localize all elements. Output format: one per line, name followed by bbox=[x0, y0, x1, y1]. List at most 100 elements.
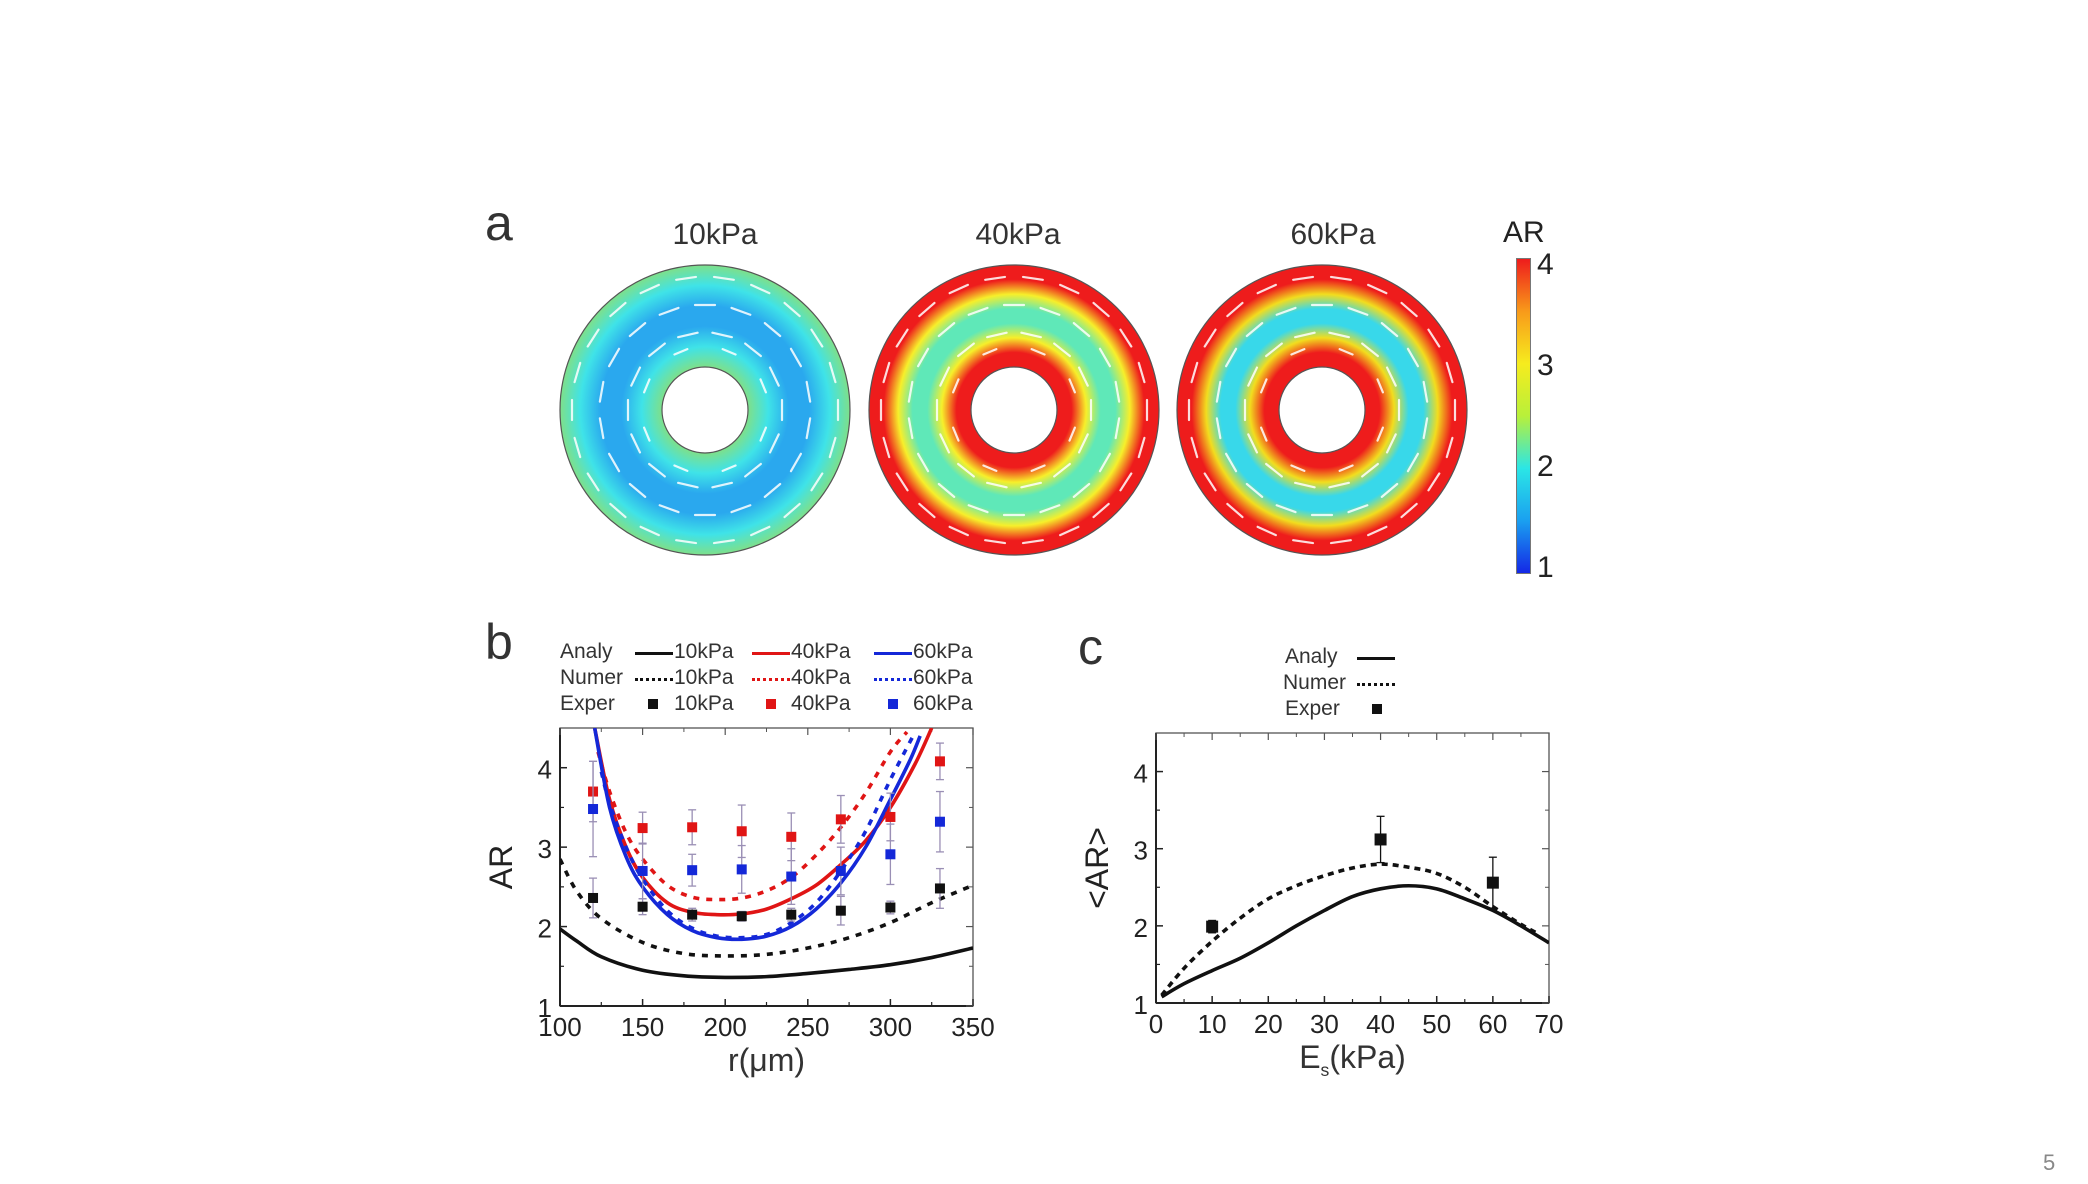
orientation-dash bbox=[1361, 342, 1379, 358]
legend-b-exper-60-label: 60kPa bbox=[913, 692, 973, 715]
orientation-dash bbox=[1059, 525, 1080, 537]
orientation-dash bbox=[1329, 275, 1352, 281]
orientation-dash bbox=[984, 539, 1007, 545]
orientation-dash bbox=[763, 482, 782, 498]
orientation-dash bbox=[744, 342, 762, 358]
orientation-dash bbox=[1347, 504, 1369, 514]
orientation-dash bbox=[1092, 301, 1110, 318]
orientation-dash bbox=[1039, 504, 1061, 514]
orientation-dash bbox=[711, 331, 733, 339]
orientation-dash bbox=[1020, 481, 1042, 489]
orientation-dash bbox=[957, 342, 975, 358]
orientation-dash bbox=[658, 504, 680, 514]
exper-40kpa-point bbox=[687, 822, 698, 833]
x-tick-label: 20 bbox=[1254, 1009, 1283, 1039]
x-axis-label: Es(kPa) bbox=[1299, 1039, 1406, 1080]
orientation-dash bbox=[1367, 525, 1388, 537]
orientation-dash bbox=[607, 347, 621, 368]
orientation-dash bbox=[573, 361, 582, 384]
orientation-dash bbox=[1292, 275, 1315, 281]
orientation-dash bbox=[1347, 306, 1369, 316]
legend-c-exper-label: Exper bbox=[1285, 697, 1340, 720]
orientation-dash bbox=[1137, 361, 1146, 384]
orientation-dash bbox=[1328, 481, 1350, 489]
orientation-dash bbox=[882, 436, 891, 459]
orientation-dash bbox=[673, 348, 689, 356]
orientation-dash bbox=[1265, 462, 1283, 478]
orientation-dash bbox=[918, 502, 936, 519]
orientation-dash bbox=[648, 462, 666, 478]
orientation-dash bbox=[1445, 361, 1454, 384]
ring-60kpa bbox=[1176, 264, 1468, 556]
ring-title-60kpa: 60kPa bbox=[1290, 218, 1376, 251]
orientation-dash bbox=[1203, 328, 1217, 348]
series-numer-40kpa bbox=[596, 730, 909, 902]
legend-b-exper-40-label: 40kPa bbox=[791, 692, 851, 715]
orientation-dash bbox=[1361, 462, 1379, 478]
orientation-dash bbox=[598, 417, 605, 440]
orientation-dash bbox=[810, 472, 824, 492]
plot-area bbox=[1160, 815, 1549, 999]
x-tick-label: 300 bbox=[869, 1012, 912, 1042]
series-numer bbox=[1160, 862, 1539, 997]
orientation-dash bbox=[1294, 331, 1316, 339]
exper-10kpa-point bbox=[885, 902, 896, 913]
orientation-dash bbox=[730, 504, 752, 514]
orientation-dash bbox=[1072, 482, 1091, 498]
orientation-dash bbox=[984, 275, 1007, 281]
orientation-dash bbox=[1021, 539, 1044, 545]
orientation-dash bbox=[939, 366, 951, 387]
ring-body bbox=[868, 264, 1160, 556]
orientation-dash bbox=[1260, 426, 1268, 442]
ring-40kpa bbox=[868, 264, 1160, 556]
orientation-dash bbox=[1190, 436, 1199, 459]
x-tick-label: 30 bbox=[1310, 1009, 1339, 1039]
orientation-dash bbox=[1380, 482, 1399, 498]
exper-40kpa-point bbox=[934, 756, 945, 767]
orientation-dash bbox=[1059, 283, 1080, 295]
exper-40kpa-point bbox=[885, 811, 896, 822]
orientation-dash bbox=[1215, 417, 1222, 440]
legend-b-numer-label: Numer bbox=[560, 666, 624, 689]
orientation-dash bbox=[721, 348, 737, 356]
orientation-dash bbox=[805, 417, 812, 440]
orientation-dash bbox=[882, 361, 891, 384]
panel-c-label: c bbox=[1078, 619, 1103, 675]
legend-b-analy-60-swatch bbox=[874, 652, 912, 655]
exper-60kpa-point bbox=[736, 864, 747, 875]
legend-b-numer-10-swatch bbox=[635, 678, 673, 681]
orientation-dash bbox=[1265, 342, 1283, 358]
orientation-dash bbox=[895, 328, 909, 348]
orientation-dash bbox=[1292, 539, 1315, 545]
orientation-dash bbox=[598, 380, 605, 403]
orientation-dash bbox=[1098, 347, 1112, 368]
panel-a-label: a bbox=[485, 195, 513, 251]
orientation-dash bbox=[721, 464, 737, 472]
legend-b-exper-label: Exper bbox=[560, 692, 615, 715]
y-tick-label: 2 bbox=[538, 914, 552, 944]
colorbar-title: AR bbox=[1503, 216, 1545, 249]
y-axis-label: <AR> bbox=[1079, 827, 1115, 909]
orientation-dash bbox=[643, 426, 651, 442]
legend-c-analy-swatch bbox=[1357, 657, 1395, 660]
orientation-dash bbox=[1114, 380, 1121, 403]
orientation-dash bbox=[1030, 464, 1046, 472]
orientation-dash bbox=[768, 366, 780, 387]
orientation-dash bbox=[648, 342, 666, 358]
orientation-dash bbox=[628, 482, 647, 498]
legend-c-exper-swatch bbox=[1372, 704, 1382, 714]
orientation-dash bbox=[730, 306, 752, 316]
orientation-dash bbox=[1077, 433, 1089, 454]
colorbar-tick-3: 3 bbox=[1537, 349, 1554, 382]
ring-title-40kpa: 40kPa bbox=[975, 218, 1061, 251]
orientation-dash bbox=[1098, 452, 1112, 473]
orientation-dash bbox=[1190, 361, 1199, 384]
legend-b-exper-10-label: 10kPa bbox=[674, 692, 734, 715]
legend-b-numer-60-label: 60kPa bbox=[913, 666, 973, 689]
orientation-dash bbox=[677, 481, 699, 489]
orientation-dash bbox=[828, 361, 837, 384]
orientation-dash bbox=[711, 481, 733, 489]
orientation-dash bbox=[1072, 322, 1091, 338]
colorbar-tick-1: 1 bbox=[1537, 551, 1554, 584]
x-tick-label: 100 bbox=[538, 1012, 581, 1042]
